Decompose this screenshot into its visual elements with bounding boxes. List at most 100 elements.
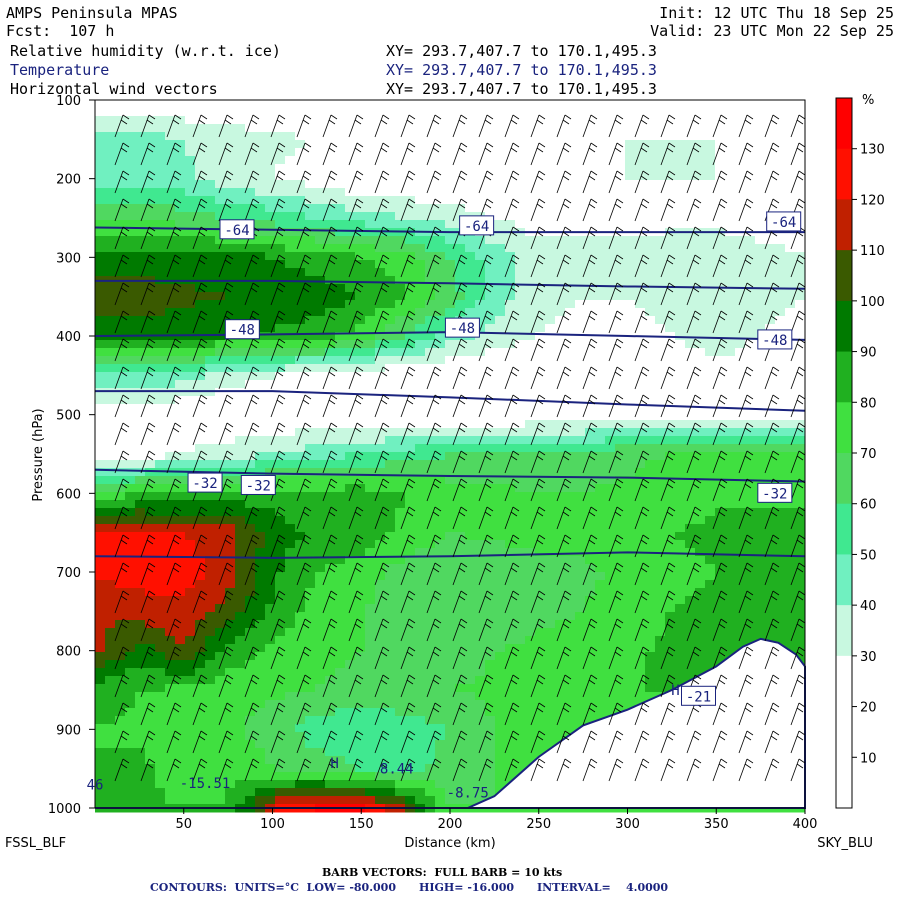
rh-cell	[695, 452, 706, 461]
rh-cell	[125, 108, 136, 117]
rh-cell	[145, 292, 156, 301]
rh-cell	[205, 204, 216, 213]
rh-cell	[515, 164, 526, 173]
rh-cell	[435, 628, 446, 637]
rh-cell	[705, 252, 716, 261]
rh-cell	[155, 292, 166, 301]
rh-cell	[465, 196, 476, 205]
rh-cell	[675, 340, 686, 349]
rh-cell	[745, 516, 756, 525]
rh-cell	[755, 356, 766, 365]
rh-cell	[565, 164, 576, 173]
rh-cell	[155, 172, 166, 181]
rh-cell	[605, 236, 616, 245]
rh-cell	[725, 452, 736, 461]
rh-cell	[315, 620, 326, 629]
rh-cell	[655, 532, 666, 541]
rh-cell	[575, 276, 586, 285]
rh-cell	[195, 460, 206, 469]
rh-cell	[625, 604, 636, 613]
rh-cell	[655, 316, 666, 325]
rh-cell	[605, 644, 616, 653]
rh-cell	[725, 100, 736, 109]
rh-cell	[435, 620, 446, 629]
rh-cell	[295, 452, 306, 461]
rh-cell	[435, 548, 446, 557]
rh-cell	[715, 540, 726, 549]
rh-cell	[175, 228, 186, 237]
rh-cell	[345, 572, 356, 581]
rh-cell	[505, 212, 516, 221]
rh-cell	[715, 412, 726, 421]
rh-cell	[545, 508, 556, 517]
rh-cell	[495, 148, 506, 157]
rh-cell	[495, 276, 506, 285]
rh-cell	[505, 348, 516, 357]
rh-cell	[515, 308, 526, 317]
rh-cell	[645, 204, 656, 213]
rh-cell	[465, 524, 476, 533]
rh-cell	[525, 364, 536, 373]
rh-cell	[275, 492, 286, 501]
rh-cell	[695, 436, 706, 445]
rh-cell	[745, 332, 756, 341]
rh-cell	[255, 260, 266, 269]
rh-cell	[355, 284, 366, 293]
rh-cell	[205, 620, 216, 629]
rh-cell	[135, 180, 146, 189]
rh-cell	[525, 596, 536, 605]
rh-cell	[185, 380, 196, 389]
rh-cell	[385, 420, 396, 429]
rh-cell	[785, 460, 796, 469]
rh-cell	[735, 532, 746, 541]
rh-cell	[375, 196, 386, 205]
rh-cell	[385, 412, 396, 421]
rh-cell	[515, 180, 526, 189]
rh-cell	[255, 164, 266, 173]
rh-cell	[225, 132, 236, 141]
rh-cell	[485, 316, 496, 325]
rh-cell	[405, 468, 416, 477]
rh-cell	[475, 444, 486, 453]
rh-cell	[305, 108, 316, 117]
rh-cell	[735, 572, 746, 581]
rh-cell	[415, 620, 426, 629]
rh-cell	[195, 572, 206, 581]
rh-cell	[485, 244, 496, 253]
rh-cell	[485, 404, 496, 413]
rh-cell	[115, 300, 126, 309]
rh-cell	[645, 404, 656, 413]
rh-cell	[125, 140, 136, 149]
rh-cell	[235, 148, 246, 157]
rh-cell	[285, 508, 296, 517]
rh-cell	[225, 388, 236, 397]
rh-cell	[425, 436, 436, 445]
rh-cell	[265, 300, 276, 309]
rh-cell	[425, 540, 436, 549]
rh-cell	[595, 508, 606, 517]
rh-cell	[445, 308, 456, 317]
rh-cell	[105, 268, 116, 277]
rh-cell	[95, 548, 106, 557]
rh-cell	[705, 436, 716, 445]
rh-cell	[655, 324, 666, 333]
rh-cell	[245, 140, 256, 149]
rh-cell	[645, 396, 656, 405]
rh-cell	[535, 372, 546, 381]
rh-cell	[515, 332, 526, 341]
rh-cell	[165, 116, 176, 125]
rh-cell	[405, 148, 416, 157]
rh-cell	[95, 412, 106, 421]
rh-cell	[685, 324, 696, 333]
rh-cell	[585, 124, 596, 133]
rh-cell	[335, 636, 346, 645]
rh-cell	[275, 620, 286, 629]
rh-cell	[255, 556, 266, 565]
rh-cell	[685, 260, 696, 269]
rh-cell	[755, 348, 766, 357]
rh-cell	[115, 428, 126, 437]
rh-cell	[135, 524, 146, 533]
rh-cell	[185, 140, 196, 149]
rh-cell	[145, 356, 156, 365]
rh-cell	[745, 268, 756, 277]
